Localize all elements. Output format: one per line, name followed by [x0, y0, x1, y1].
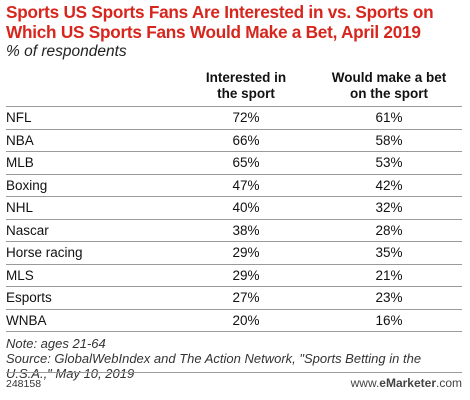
- table-row: MLS 29% 21%: [6, 263, 462, 287]
- table-row: Nascar 38% 28%: [6, 218, 462, 242]
- header-category: [6, 70, 176, 107]
- cell-interested: 29%: [176, 263, 316, 287]
- chart-id: 248158: [6, 378, 42, 390]
- table-row: MLB 65% 53%: [6, 151, 462, 174]
- cell-interested: 20%: [176, 308, 316, 332]
- table-row: NHL 40% 32%: [6, 196, 462, 219]
- table-row: WNBA 20% 16%: [6, 308, 462, 332]
- cell-bet: 58%: [316, 128, 462, 152]
- header-bet-line1: Would make a bet: [331, 70, 447, 85]
- row-category: Esports: [6, 286, 176, 309]
- brand-logo: www.eMarketer.com: [351, 376, 462, 390]
- table-body: NFL 72% 61% NBA 66% 58% MLB 65% 53% Boxing 47% 42% N…: [6, 106, 462, 332]
- cell-interested: 47%: [176, 173, 316, 197]
- cell-interested: 29%: [176, 241, 316, 264]
- row-category: Boxing: [6, 173, 176, 197]
- cell-bet: 61%: [316, 106, 462, 129]
- cell-bet: 16%: [316, 308, 462, 332]
- row-category: NBA: [6, 128, 176, 152]
- brand-suffix: .com: [435, 376, 462, 390]
- row-category: Nascar: [6, 218, 176, 242]
- row-category: MLS: [6, 263, 176, 287]
- brand-name: eMarketer: [379, 376, 436, 390]
- chart-subtitle: % of respondents: [6, 43, 127, 60]
- cell-interested: 72%: [176, 106, 316, 129]
- cell-interested: 27%: [176, 286, 316, 309]
- cell-interested: 66%: [176, 128, 316, 152]
- source-text: Source: GlobalWebIndex and The Action Ne…: [6, 351, 422, 381]
- header-bet: Would make a bet on the sport: [316, 70, 462, 107]
- row-category: Horse racing: [6, 241, 176, 264]
- cell-interested: 65%: [176, 151, 316, 174]
- table-row: Boxing 47% 42%: [6, 173, 462, 197]
- note-text: Note: ages 21-64: [6, 336, 106, 351]
- cell-bet: 53%: [316, 151, 462, 174]
- header-bet-line2: on the sport: [350, 86, 428, 101]
- table-row: NBA 66% 58%: [6, 128, 462, 152]
- footer: 248158 www.eMarketer.com: [6, 372, 462, 390]
- data-table: Interested in the sport Would make a bet…: [6, 70, 462, 332]
- cell-bet: 35%: [316, 241, 462, 264]
- chart-container: Sports US Sports Fans Are Interested in …: [6, 2, 464, 381]
- cell-bet: 23%: [316, 286, 462, 309]
- table-row: Horse racing 29% 35%: [6, 241, 462, 264]
- row-category: NFL: [6, 106, 176, 129]
- cell-bet: 42%: [316, 173, 462, 197]
- table-row: NFL 72% 61%: [6, 106, 462, 129]
- row-category: NHL: [6, 196, 176, 219]
- cell-interested: 38%: [176, 218, 316, 242]
- header-interested: Interested in the sport: [176, 70, 316, 107]
- row-category: MLB: [6, 151, 176, 174]
- header-interested-line2: the sport: [217, 86, 275, 101]
- cell-bet: 32%: [316, 196, 462, 219]
- header-interested-line1: Interested in: [205, 70, 287, 85]
- chart-title: Sports US Sports Fans Are Interested in …: [6, 2, 434, 42]
- cell-interested: 40%: [176, 196, 316, 219]
- brand-prefix: www.: [350, 376, 380, 390]
- chart-notes: Note: ages 21-64 Source: GlobalWebIndex …: [6, 336, 464, 381]
- table-row: Esports 27% 23%: [6, 286, 462, 309]
- cell-bet: 21%: [316, 263, 462, 287]
- table-header-row: Interested in the sport Would make a bet…: [6, 70, 462, 107]
- row-category: WNBA: [6, 308, 176, 332]
- cell-bet: 28%: [316, 218, 462, 242]
